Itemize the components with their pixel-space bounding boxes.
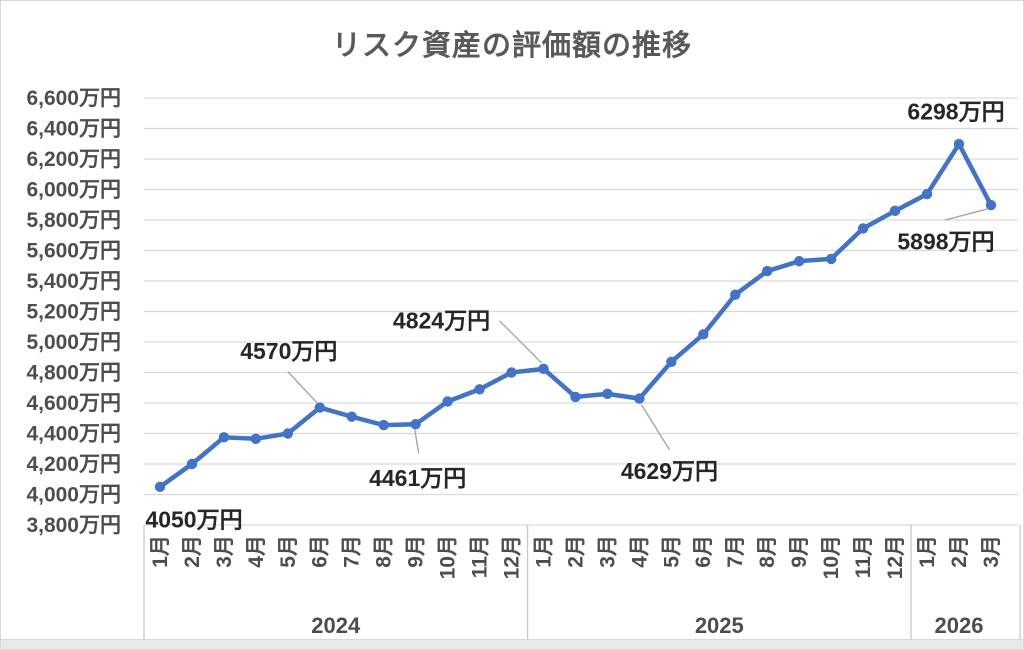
data-point-marker	[921, 188, 933, 200]
data-point-marker	[410, 418, 421, 430]
data-point-marker	[953, 138, 965, 150]
leader-line	[944, 208, 988, 221]
data-label: 4461万円	[369, 465, 466, 491]
data-point-marker	[602, 388, 613, 400]
data-label: 6298万円	[907, 99, 1004, 125]
month-label: 7月	[724, 535, 747, 568]
leader-line	[287, 371, 318, 404]
month-label: 6月	[309, 535, 332, 568]
y-axis-label: 6,200万円	[26, 148, 121, 171]
month-label: 3月	[980, 535, 1003, 568]
data-point-marker	[538, 363, 549, 375]
y-axis-label: 4,200万円	[26, 453, 121, 476]
month-label: 1月	[916, 535, 939, 568]
data-point-marker	[250, 433, 262, 445]
y-axis-label: 6,000万円	[26, 179, 121, 202]
year-label: 2026	[935, 613, 984, 638]
data-point-marker	[474, 384, 485, 395]
data-point-marker	[730, 289, 741, 300]
month-label: 9月	[405, 535, 428, 568]
data-label: 4570万円	[240, 338, 337, 364]
month-label: 9月	[788, 535, 811, 568]
month-label: 5月	[660, 535, 683, 568]
data-point-marker	[698, 329, 709, 340]
data-point-marker	[634, 393, 645, 404]
data-label: 4050万円	[145, 506, 242, 532]
data-point-marker	[570, 391, 581, 403]
leader-line	[413, 429, 420, 454]
data-label: 4629万円	[621, 458, 718, 484]
month-label: 12月	[884, 535, 907, 579]
data-point-marker	[985, 199, 997, 211]
data-point-marker	[666, 356, 677, 368]
y-axis-label: 4,600万円	[26, 392, 121, 415]
month-label: 10月	[820, 535, 843, 579]
y-axis-label: 4,400万円	[26, 423, 121, 446]
year-label: 2024	[311, 613, 361, 638]
month-label: 3月	[596, 535, 619, 568]
data-point-marker	[889, 205, 901, 217]
data-point-marker	[857, 223, 869, 234]
month-label: 10月	[437, 535, 460, 579]
data-label: 4824万円	[393, 307, 490, 333]
y-axis-label: 3,800万円	[26, 514, 121, 537]
y-axis-label: 5,800万円	[26, 209, 121, 232]
leader-line	[640, 404, 670, 450]
leader-line	[499, 320, 543, 364]
page-bottom-strip	[1, 639, 1023, 649]
data-point-marker	[762, 265, 773, 277]
month-label: 2月	[181, 535, 204, 568]
data-point-marker	[154, 481, 166, 493]
month-label: 11月	[469, 535, 492, 578]
y-axis-label: 5,200万円	[26, 301, 121, 324]
data-point-marker	[282, 428, 294, 439]
month-label: 8月	[756, 535, 779, 568]
data-point-marker	[442, 396, 453, 407]
y-axis-label: 5,400万円	[26, 270, 121, 293]
y-axis-label: 6,400万円	[26, 118, 121, 141]
month-label: 3月	[213, 535, 236, 568]
data-point-marker	[186, 458, 198, 470]
month-label: 4月	[245, 535, 268, 568]
y-axis-label: 5,000万円	[26, 331, 121, 354]
y-axis-label: 5,600万円	[26, 240, 121, 263]
data-point-marker	[314, 402, 325, 413]
data-point-marker	[825, 253, 837, 265]
year-label: 2025	[695, 613, 744, 638]
month-label: 4月	[628, 535, 651, 568]
month-label: 8月	[373, 535, 396, 568]
y-axis-label: 4,000万円	[26, 484, 121, 507]
y-axis-label: 4,800万円	[26, 362, 121, 385]
month-label: 12月	[500, 535, 523, 579]
data-point-marker	[794, 255, 805, 267]
month-label: 1月	[149, 535, 172, 568]
month-label: 5月	[277, 535, 300, 568]
data-point-marker	[346, 411, 357, 422]
data-point-marker	[506, 367, 517, 378]
data-point-marker	[218, 432, 230, 443]
data-point-marker	[378, 419, 389, 431]
month-label: 11月	[852, 535, 875, 578]
data-label: 5898万円	[897, 229, 994, 255]
y-axis-label: 6,600万円	[26, 87, 121, 110]
month-label: 6月	[692, 535, 715, 568]
month-label: 1月	[532, 535, 555, 568]
month-label: 7月	[341, 535, 364, 568]
month-label: 2月	[564, 535, 587, 568]
month-label: 2月	[948, 535, 971, 568]
